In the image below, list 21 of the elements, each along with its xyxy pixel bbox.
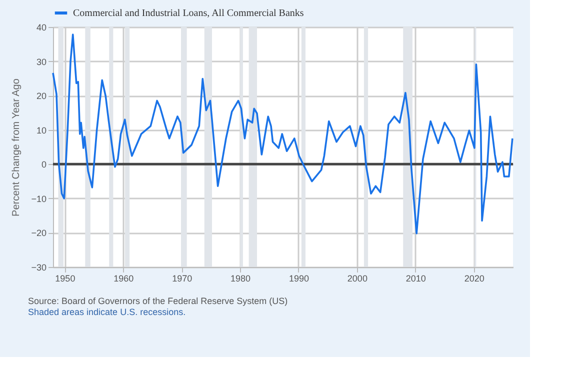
y-axis-title: Percent Change from Year Ago [11,78,22,216]
x-tick-label: 1970 [172,274,192,284]
x-tick-label: 1960 [114,274,134,284]
x-tick-label: 1990 [288,274,310,284]
source-note: Source: Board of Governors of the Federal Reserve System (US) [28,296,288,306]
y-tick-label: 20 [36,91,46,102]
legend-label: Commercial and Industrial Loans, All Commercial Banks [73,8,304,19]
y-tick-label: −20 [31,228,46,238]
y-tick-label: 40 [36,22,46,32]
y-tick-label: −30 [31,262,46,272]
y-tick-label: 0 [41,160,46,170]
line-series [52,34,514,234]
y-tick-label: 30 [36,56,46,67]
x-tick-label: 2020 [464,274,484,284]
y-tick-label: 10 [36,125,46,136]
x-tick-label: 2010 [406,274,426,284]
x-tick-label: 1950 [55,274,76,284]
x-tick-label: 1980 [230,274,251,284]
x-tick-label: 2000 [347,274,368,284]
text: Shaded areas indicate U.S. recessions. [28,307,186,317]
y-tick-label: −10 [31,194,46,204]
